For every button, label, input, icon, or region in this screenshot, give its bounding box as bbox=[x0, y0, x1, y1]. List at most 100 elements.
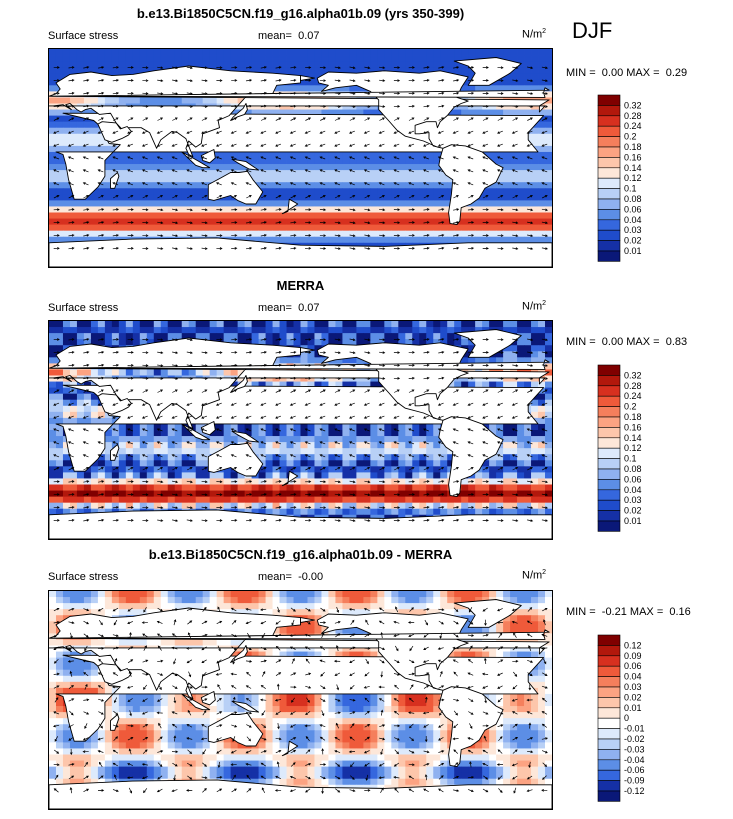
field-cell bbox=[342, 430, 349, 436]
field-cell bbox=[545, 327, 552, 333]
field-cell bbox=[119, 321, 126, 327]
field-cell bbox=[398, 170, 405, 176]
field-cell bbox=[307, 357, 314, 363]
field-cell bbox=[489, 213, 496, 219]
field-cell bbox=[77, 225, 84, 231]
field-cell bbox=[384, 231, 391, 237]
field-cell bbox=[161, 164, 168, 170]
field-cell bbox=[56, 110, 63, 116]
field-cell bbox=[384, 158, 391, 164]
field-cell bbox=[301, 67, 308, 73]
field-cell bbox=[545, 460, 552, 466]
field-cell bbox=[419, 200, 426, 206]
field-cell bbox=[363, 61, 370, 67]
field-cell bbox=[189, 188, 196, 194]
field-cell bbox=[405, 188, 412, 194]
field-cell bbox=[545, 382, 552, 388]
field-cell bbox=[231, 321, 238, 327]
panel-1-left-label: Surface stress bbox=[48, 30, 118, 42]
field-cell bbox=[377, 321, 384, 327]
field-cell bbox=[503, 424, 510, 430]
field-cell bbox=[342, 188, 349, 194]
field-cell bbox=[147, 61, 154, 67]
field-cell bbox=[175, 182, 182, 188]
field-cell bbox=[259, 176, 266, 182]
field-cell bbox=[531, 176, 538, 182]
field-cell bbox=[503, 213, 510, 219]
field-cell bbox=[524, 219, 531, 225]
field-cell bbox=[524, 158, 531, 164]
field-cell bbox=[503, 152, 510, 158]
field-cell bbox=[49, 460, 56, 466]
field-cell bbox=[391, 448, 398, 454]
field-cell bbox=[182, 321, 189, 327]
field-cell bbox=[224, 61, 231, 67]
field-cell bbox=[77, 369, 84, 375]
field-cell bbox=[189, 219, 196, 225]
field-cell bbox=[426, 200, 433, 206]
field-cell bbox=[538, 225, 545, 231]
field-cell bbox=[545, 412, 552, 418]
field-cell bbox=[140, 200, 147, 206]
field-cell bbox=[84, 134, 91, 140]
field-cell bbox=[224, 158, 231, 164]
field-cell bbox=[56, 182, 63, 188]
field-cell bbox=[321, 176, 328, 182]
field-cell bbox=[440, 454, 447, 460]
field-cell bbox=[475, 213, 482, 219]
field-cell bbox=[384, 164, 391, 170]
field-cell bbox=[307, 164, 314, 170]
field-cell bbox=[538, 49, 545, 55]
field-cell bbox=[419, 442, 426, 448]
field-cell bbox=[252, 170, 259, 176]
field-cell bbox=[126, 460, 133, 466]
field-cell bbox=[531, 454, 538, 460]
field-cell bbox=[287, 164, 294, 170]
field-cell bbox=[224, 55, 231, 61]
field-cell bbox=[280, 164, 287, 170]
field-cell bbox=[531, 79, 538, 85]
field-cell bbox=[133, 213, 140, 219]
field-cell bbox=[56, 412, 63, 418]
field-cell bbox=[412, 182, 419, 188]
field-cell bbox=[412, 200, 419, 206]
field-cell bbox=[363, 176, 370, 182]
field-cell bbox=[531, 448, 538, 454]
field-cell bbox=[294, 164, 301, 170]
field-cell bbox=[524, 382, 531, 388]
field-cell bbox=[538, 176, 545, 182]
field-cell bbox=[398, 61, 405, 67]
field-cell bbox=[531, 333, 538, 339]
field-cell bbox=[538, 194, 545, 200]
field-cell bbox=[398, 219, 405, 225]
field-cell bbox=[224, 219, 231, 225]
field-cell bbox=[335, 237, 342, 243]
field-cell bbox=[321, 152, 328, 158]
field-cell bbox=[280, 170, 287, 176]
field-cell bbox=[314, 333, 321, 339]
field-cell bbox=[196, 225, 203, 231]
field-cell bbox=[370, 219, 377, 225]
field-cell bbox=[412, 327, 419, 333]
field-cell bbox=[391, 49, 398, 55]
field-cell bbox=[70, 333, 77, 339]
field-cell bbox=[363, 213, 370, 219]
field-cell bbox=[510, 176, 517, 182]
field-cell bbox=[84, 122, 91, 128]
field-cell bbox=[517, 49, 524, 55]
field-cell bbox=[433, 61, 440, 67]
field-cell bbox=[503, 194, 510, 200]
field-cell bbox=[182, 49, 189, 55]
field-cell bbox=[168, 460, 175, 466]
field-cell bbox=[517, 170, 524, 176]
field-cell bbox=[294, 55, 301, 61]
field-cell bbox=[335, 448, 342, 454]
field-cell bbox=[119, 206, 126, 212]
field-cell bbox=[391, 176, 398, 182]
field-cell bbox=[475, 321, 482, 327]
field-cell bbox=[321, 237, 328, 243]
field-cell bbox=[203, 97, 210, 103]
field-cell bbox=[391, 188, 398, 194]
field-cell bbox=[56, 134, 63, 140]
field-cell bbox=[405, 158, 412, 164]
